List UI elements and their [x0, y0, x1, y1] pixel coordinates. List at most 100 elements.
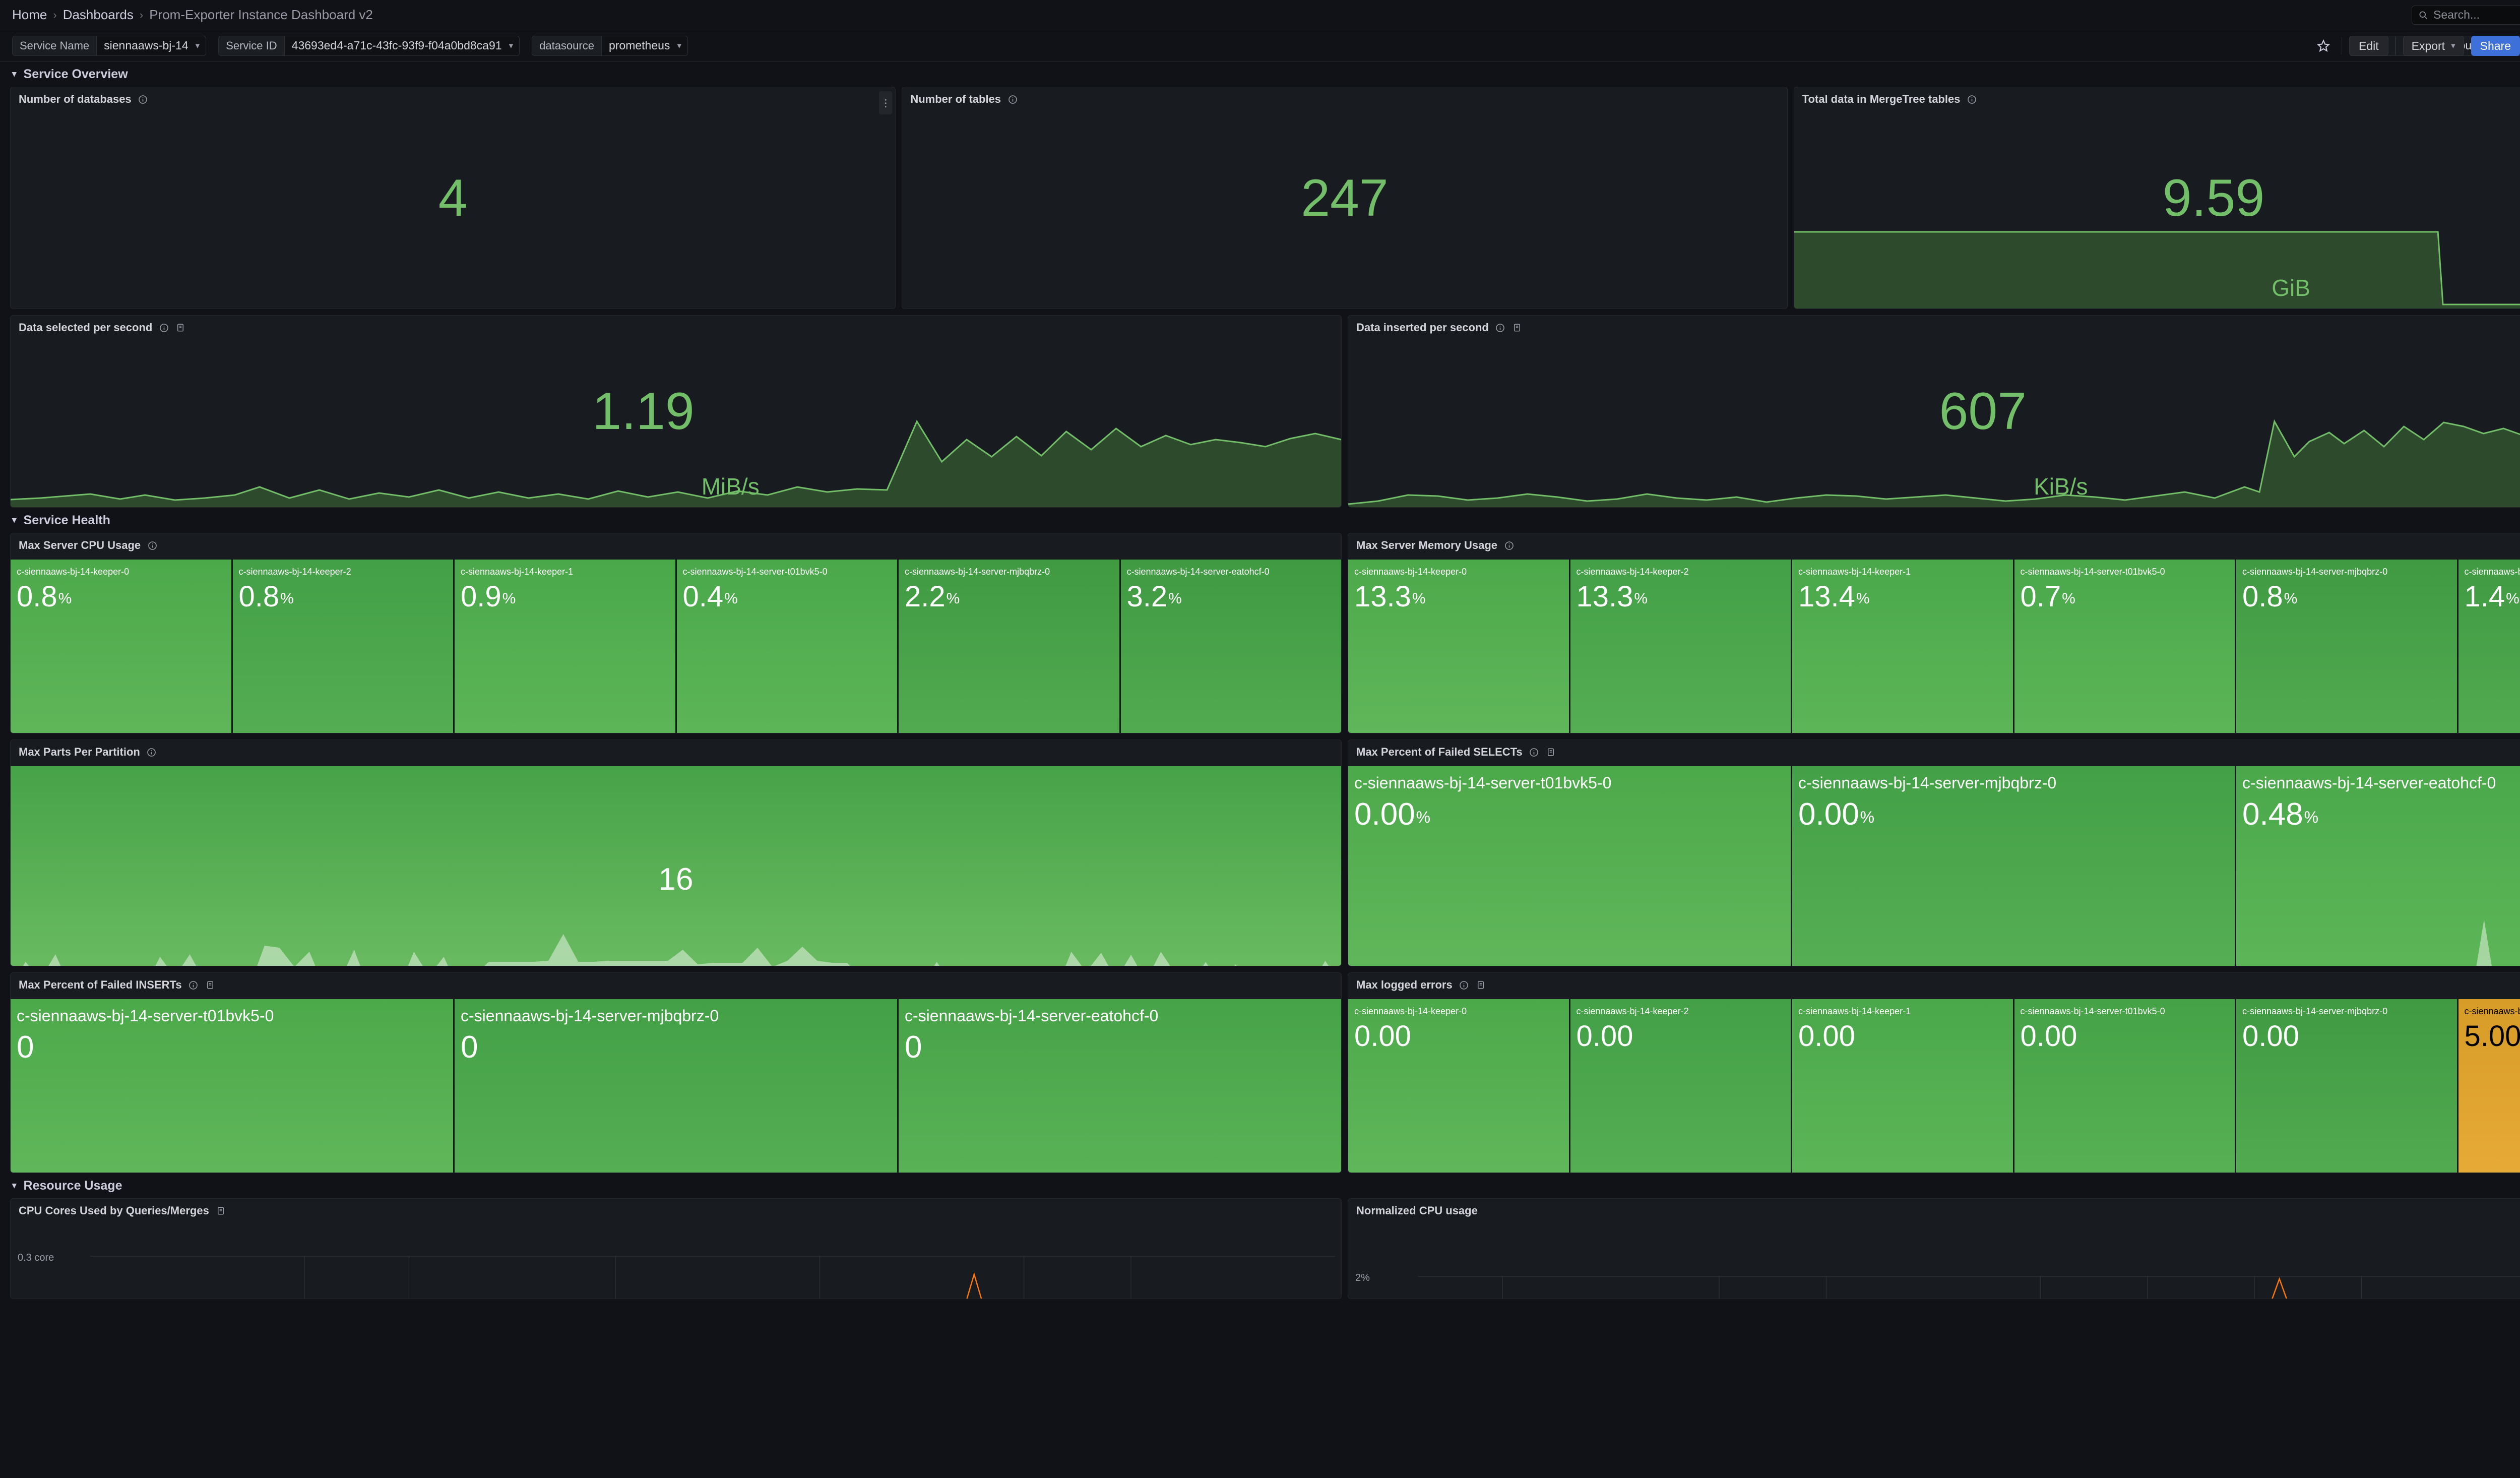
tile-logged-errors-keeper-2[interactable]: c-siennaaws-bj-14-keeper-2 0.00: [1570, 999, 1791, 1173]
y-axis-label: 2%: [1355, 1272, 1370, 1283]
panel-cpu-cores-used[interactable]: CPU Cores Used by Queries/Merges 0.3 cor…: [10, 1198, 1342, 1299]
info-icon[interactable]: [147, 747, 157, 757]
tile-value-group: 13.4 %: [1798, 582, 2008, 611]
panel-menu-button[interactable]: ⋮: [879, 91, 893, 114]
tile-logged-errors-server-mjbqbrz-0[interactable]: c-siennaaws-bj-14-server-mjbqbrz-0 0.00: [2236, 999, 2457, 1173]
chevron-down-icon: ▾: [677, 40, 681, 50]
panel-max-percent-failed-selects[interactable]: Max Percent of Failed SELECTs c-siennaaw…: [1348, 740, 2520, 966]
variable-service-name-label: Service Name: [13, 36, 97, 55]
tile-value: 0.00: [1354, 797, 1415, 832]
variable-datasource[interactable]: datasource prometheus ▾: [532, 35, 688, 56]
tile-memory-server-t01bvk5-0[interactable]: c-siennaaws-bj-14-server-t01bvk5-0 0.7 %: [2014, 560, 2235, 733]
panel-number-of-databases[interactable]: Number of databases ⋮ 4: [10, 87, 896, 309]
tile-value-group: 0.4 %: [683, 582, 893, 611]
tile-failed-selects-eatohcf-0[interactable]: c-siennaaws-bj-14-server-eatohcf-0 0.48 …: [2236, 766, 2520, 966]
edit-button[interactable]: Edit: [2349, 36, 2388, 56]
tile-failed-inserts-t01bvk5-0[interactable]: c-siennaaws-bj-14-server-t01bvk5-0 0: [11, 999, 453, 1173]
row-header-resource-usage[interactable]: ▾ Resource Usage: [10, 1173, 2520, 1198]
panel-links-icon[interactable]: [175, 323, 185, 333]
star-icon[interactable]: [2312, 35, 2335, 57]
variable-service-id[interactable]: Service ID 43693ed4-a71c-43fc-93f9-f04a0…: [218, 35, 520, 56]
panel-links-icon[interactable]: [205, 980, 215, 990]
tile-max-parts[interactable]: 16: [11, 766, 1341, 966]
panel-max-server-memory-usage[interactable]: Max Server Memory Usage c-siennaaws-bj-1…: [1348, 533, 2520, 733]
info-icon[interactable]: [1529, 747, 1539, 757]
panel-normalized-cpu-usage[interactable]: Normalized CPU usage 2%: [1348, 1198, 2520, 1299]
tile-logged-errors-keeper-1[interactable]: c-siennaaws-bj-14-keeper-1 0.00: [1792, 999, 2013, 1173]
info-icon[interactable]: [1495, 323, 1505, 333]
tile-memory-keeper-2[interactable]: c-siennaaws-bj-14-keeper-2 13.3 %: [1570, 560, 1791, 733]
chevron-down-icon: ▾: [195, 40, 200, 50]
info-icon[interactable]: [1459, 980, 1469, 990]
tile-cpu-keeper-0[interactable]: c-siennaaws-bj-14-keeper-0 0.8 %: [11, 560, 231, 733]
tile-logged-errors-server-eatohcf-0[interactable]: c-siennaaws-bj-14-server-eatohcf-0 5.00: [2458, 999, 2520, 1173]
tile-value: 0.00: [2020, 1019, 2077, 1053]
tile-label: c-siennaaws-bj-14-keeper-1: [461, 567, 574, 577]
tile-logged-errors-server-t01bvk5-0[interactable]: c-siennaaws-bj-14-server-t01bvk5-0 0.00: [2014, 999, 2235, 1173]
row-header-service-overview[interactable]: ▾ Service Overview: [10, 61, 2520, 87]
tile-failed-selects-t01bvk5-0[interactable]: c-siennaaws-bj-14-server-t01bvk5-0 0.00 …: [1348, 766, 1791, 966]
tile-value: 16: [658, 861, 694, 897]
tile-value-group: 0: [17, 1032, 448, 1063]
tile-value: 0.00: [1354, 1019, 1411, 1053]
tile-cpu-keeper-1[interactable]: c-siennaaws-bj-14-keeper-1 0.9 %: [455, 560, 675, 733]
info-icon[interactable]: [159, 323, 169, 333]
tile-label: c-siennaaws-bj-14-server-t01bvk5-0: [2020, 1006, 2165, 1016]
tile-value-group: 0.9 %: [461, 582, 670, 611]
tile-logged-errors-keeper-0[interactable]: c-siennaaws-bj-14-keeper-0 0.00: [1348, 999, 1569, 1173]
variable-datasource-text: prometheus: [608, 39, 670, 52]
row-header-service-health[interactable]: ▾ Service Health: [10, 508, 2520, 533]
panel-header: Max Server CPU Usage: [11, 533, 1341, 552]
panel-header: Normalized CPU usage: [1348, 1199, 2520, 1217]
variable-datasource-value[interactable]: prometheus ▾: [601, 36, 687, 55]
tile-failed-inserts-mjbqbrz-0[interactable]: c-siennaaws-bj-14-server-mjbqbrz-0 0: [455, 999, 897, 1173]
info-icon[interactable]: [138, 94, 148, 104]
tile-value: 0: [905, 1030, 922, 1065]
panel-links-icon[interactable]: [216, 1206, 226, 1216]
tile-value: 2.2: [905, 580, 946, 613]
breadcrumb-item-home[interactable]: Home: [12, 7, 47, 22]
panel-max-parts-per-partition[interactable]: Max Parts Per Partition 16: [10, 740, 1342, 966]
variable-service-id-value[interactable]: 43693ed4-a71c-43fc-93f9-f04a0bd8ca91 ▾: [284, 36, 520, 55]
tile-memory-server-eatohcf-0[interactable]: c-siennaaws-bj-14-server-eatohcf-0 1.4 %: [2458, 560, 2520, 733]
variable-service-name[interactable]: Service Name siennaaws-bj-14 ▾: [12, 35, 207, 56]
search-input[interactable]: Search... ⌘+k: [2412, 5, 2520, 25]
health-parts-row: Max Parts Per Partition 16 Max Percent o…: [10, 740, 2520, 966]
tile-memory-keeper-1[interactable]: c-siennaaws-bj-14-keeper-1 13.4 %: [1792, 560, 2013, 733]
panel-title: Max Server Memory Usage: [1356, 539, 1498, 551]
panel-max-logged-errors[interactable]: Max logged errors c-siennaaws-bj-14-keep…: [1348, 972, 2520, 1173]
panel-max-server-cpu-usage[interactable]: Max Server CPU Usage c-siennaaws-bj-14-k…: [10, 533, 1342, 733]
tile-value: 0: [461, 1030, 478, 1065]
tile-failed-inserts-eatohcf-0[interactable]: c-siennaaws-bj-14-server-eatohcf-0 0: [899, 999, 1341, 1173]
panel-total-data-mergetree[interactable]: Total data in MergeTree tables 9.59 GiB: [1793, 87, 2520, 309]
tile-memory-keeper-0[interactable]: c-siennaaws-bj-14-keeper-0 13.3 %: [1348, 560, 1569, 733]
export-button[interactable]: Export ▾: [2403, 36, 2464, 56]
panel-data-inserted-per-second[interactable]: Data inserted per second 607 KiB/s: [1348, 315, 2520, 508]
tile-memory-server-mjbqbrz-0[interactable]: c-siennaaws-bj-14-server-mjbqbrz-0 0.8 %: [2236, 560, 2457, 733]
chevron-down-icon: ▾: [12, 515, 17, 525]
tile-cpu-keeper-2[interactable]: c-siennaaws-bj-14-keeper-2 0.8 %: [232, 560, 453, 733]
info-icon[interactable]: [1007, 94, 1018, 104]
overview-throughput-row: Data selected per second 1.19 MiB/s: [10, 315, 2520, 508]
dashboard-actions: Edit Export ▾ Share: [2312, 30, 2520, 61]
tile-cpu-server-eatohcf-0[interactable]: c-siennaaws-bj-14-server-eatohcf-0 3.2 %: [1120, 560, 1341, 733]
share-button[interactable]: Share: [2471, 36, 2520, 56]
panel-links-icon[interactable]: [1512, 323, 1522, 333]
info-icon[interactable]: [188, 980, 199, 990]
breadcrumb-item-dashboards[interactable]: Dashboards: [62, 7, 134, 22]
panel-data-selected-per-second[interactable]: Data selected per second 1.19 MiB/s: [10, 315, 1342, 508]
panel-max-percent-failed-inserts[interactable]: Max Percent of Failed INSERTs c-siennaaw…: [10, 972, 1342, 1173]
info-icon[interactable]: [147, 540, 157, 550]
panel-links-icon[interactable]: [1546, 747, 1556, 757]
panel-number-of-tables[interactable]: Number of tables 247: [902, 87, 1788, 309]
info-icon[interactable]: [1967, 94, 1977, 104]
info-icon[interactable]: [1504, 540, 1514, 550]
tile-label: c-siennaaws-bj-14-keeper-2: [1576, 1006, 1689, 1016]
panel-links-icon[interactable]: [1476, 980, 1486, 990]
tile-failed-selects-mjbqbrz-0[interactable]: c-siennaaws-bj-14-server-mjbqbrz-0 0.00 …: [1792, 766, 2235, 966]
tile-value-group: 2.2 %: [905, 580, 1114, 613]
variable-service-name-value[interactable]: siennaaws-bj-14 ▾: [97, 36, 206, 55]
panel-header: Data inserted per second: [1348, 316, 2520, 334]
tile-cpu-server-mjbqbrz-0[interactable]: c-siennaaws-bj-14-server-mjbqbrz-0 2.2 %: [899, 560, 1119, 733]
tile-cpu-server-t01bvk5-0[interactable]: c-siennaaws-bj-14-server-t01bvk5-0 0.4 %: [676, 560, 897, 733]
